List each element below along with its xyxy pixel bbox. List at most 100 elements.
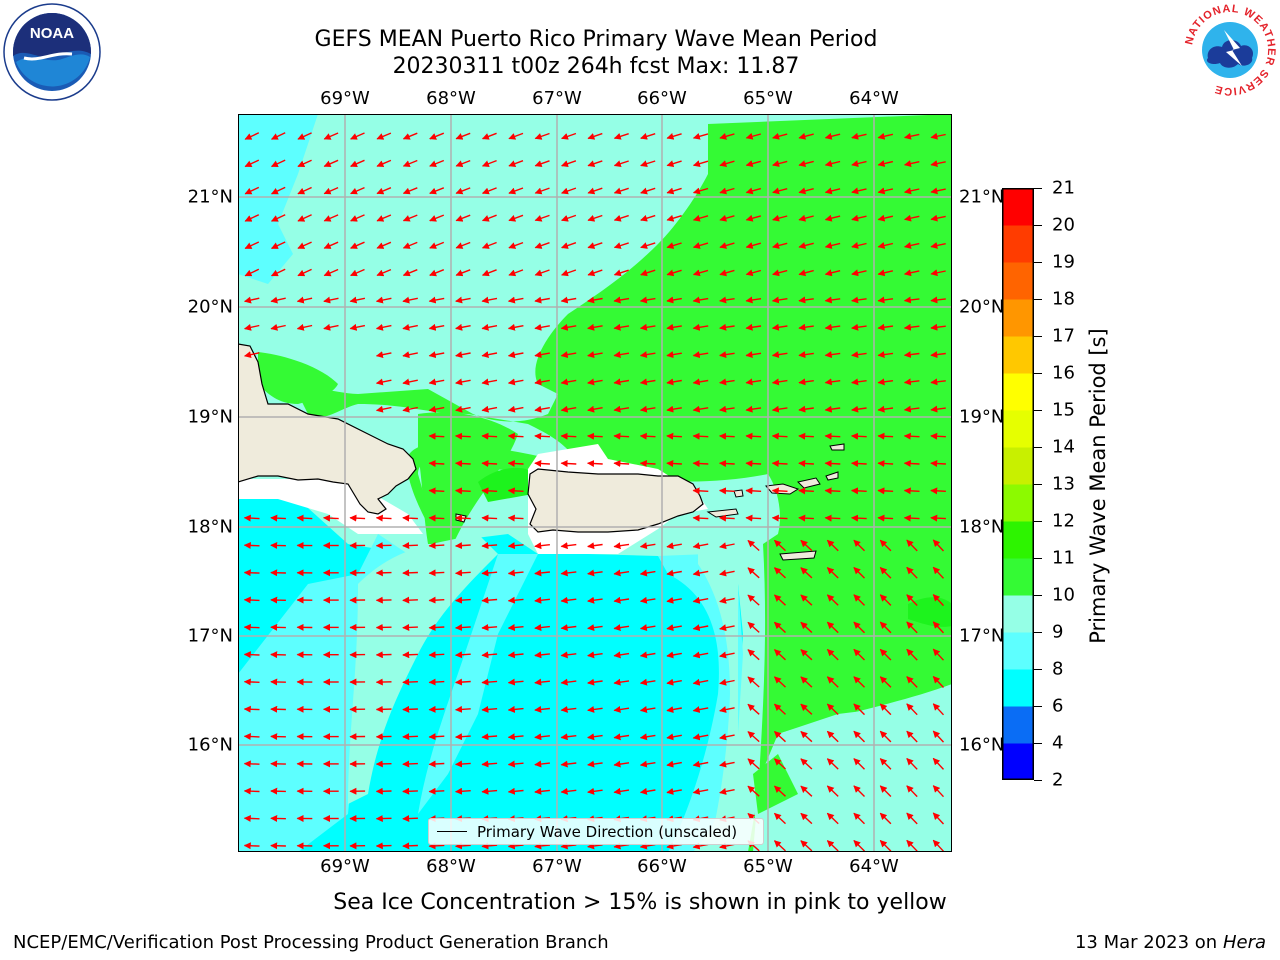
wave-arrow <box>481 705 498 713</box>
wave-arrow <box>640 133 656 140</box>
wave-arrow <box>692 651 709 659</box>
wave-arrow <box>666 651 682 659</box>
wave-arrow <box>560 651 577 659</box>
wave-arrow <box>824 323 841 331</box>
lat-label-left: 16°N <box>187 734 233 756</box>
wave-arrow <box>853 730 865 743</box>
wave-arrow <box>719 678 735 686</box>
wave-arrow <box>270 296 286 304</box>
wave-arrow <box>560 542 577 550</box>
colorbar-tick-label: 17 <box>1052 325 1075 347</box>
wave-arrow <box>507 405 524 413</box>
wave-arrow <box>244 268 260 277</box>
wave-arrow <box>666 187 682 195</box>
wave-arrow <box>666 569 682 577</box>
wave-arrow <box>534 760 550 768</box>
wave-arrow <box>798 160 814 168</box>
wave-arrow <box>932 812 945 825</box>
wave-arrow <box>903 432 920 440</box>
wave-arrow <box>561 160 577 168</box>
colorbar-cell <box>1002 447 1034 485</box>
wave-arrow <box>507 514 524 522</box>
lon-label-top: 69°W <box>320 88 370 109</box>
colorbar-cell <box>1002 188 1034 226</box>
wave-arrow <box>402 214 418 222</box>
wave-arrow <box>455 460 471 468</box>
wave-arrow <box>613 569 630 577</box>
wave-arrow <box>507 569 524 577</box>
wave-arrow <box>692 569 709 577</box>
wave-arrow <box>666 405 682 413</box>
wave-arrow <box>508 269 524 277</box>
wave-arrow <box>800 758 813 770</box>
wave-arrow <box>534 651 550 659</box>
wave-arrow <box>613 596 630 604</box>
wave-arrow <box>692 542 709 550</box>
nws-logo: NATIONAL WEATHER SERVICE <box>1180 0 1280 104</box>
wave-arrow <box>429 132 445 140</box>
wave-arrow <box>798 460 814 468</box>
wave-arrow <box>719 187 735 195</box>
wave-arrow <box>507 787 524 795</box>
wave-arrow <box>534 705 550 713</box>
colorbar-tick <box>1034 225 1042 226</box>
colorbar-cell <box>1002 521 1034 559</box>
wave-arrow <box>824 269 841 277</box>
colorbar-cell <box>1002 225 1034 263</box>
wave-arrow <box>903 487 920 495</box>
wave-arrow <box>747 703 760 715</box>
wave-arrow <box>297 159 312 168</box>
wave-arrow <box>800 539 813 552</box>
colorbar-cell <box>1002 632 1034 670</box>
wave-arrow <box>428 569 445 577</box>
colorbar-tick-label: 19 <box>1052 251 1075 273</box>
wave-arrow <box>666 596 682 604</box>
wave-arrow <box>719 296 735 304</box>
wave-arrow <box>402 842 418 850</box>
wave-arrow <box>244 241 260 250</box>
wave-arrow <box>930 296 946 304</box>
wave-arrow <box>719 405 735 413</box>
wave-arrow <box>455 651 471 659</box>
wave-arrow <box>481 787 498 795</box>
wave-arrow <box>879 758 892 770</box>
colorbar-tick <box>1034 188 1042 189</box>
wave-arrow <box>587 787 603 795</box>
credit-date-text: 13 Mar 2023 on <box>1074 932 1218 953</box>
wave-arrow <box>270 241 286 250</box>
wave-arrow <box>244 186 260 195</box>
wave-arrow <box>402 705 418 713</box>
lat-label-right: 21°N <box>959 186 1005 208</box>
wave-arrow <box>773 758 786 770</box>
wave-arrow <box>455 378 471 386</box>
wave-arrow <box>772 160 788 167</box>
lon-label-top: 64°W <box>849 88 899 109</box>
wave-arrow <box>932 648 945 661</box>
wave-arrow <box>455 405 471 413</box>
wave-arrow <box>481 159 497 167</box>
wave-arrow <box>455 323 471 331</box>
wave-arrow <box>719 487 735 495</box>
wave-arrow <box>826 594 839 606</box>
wave-arrow <box>534 460 550 468</box>
wave-arrow <box>613 269 629 277</box>
wave-arrow <box>906 594 918 606</box>
wave-arrow <box>800 730 813 743</box>
wave-arrow <box>323 268 339 277</box>
wave-arrow <box>639 542 656 550</box>
wave-arrow <box>771 405 788 413</box>
wave-arrow <box>826 539 839 552</box>
wave-arrow <box>826 758 839 770</box>
wave-arrow <box>745 378 762 386</box>
wave-arrow <box>613 405 630 413</box>
wave-arrow <box>639 432 656 440</box>
wave-arrow <box>824 487 841 495</box>
wave-arrow <box>798 269 814 277</box>
puerto-rico-land <box>527 468 704 533</box>
wave-arrow <box>666 323 682 331</box>
colorbar-tick-label: 10 <box>1052 584 1075 606</box>
wave-arrow <box>932 730 945 743</box>
wave-arrow <box>853 594 865 606</box>
wave-arrow <box>481 569 498 577</box>
wave-arrow <box>402 323 418 331</box>
